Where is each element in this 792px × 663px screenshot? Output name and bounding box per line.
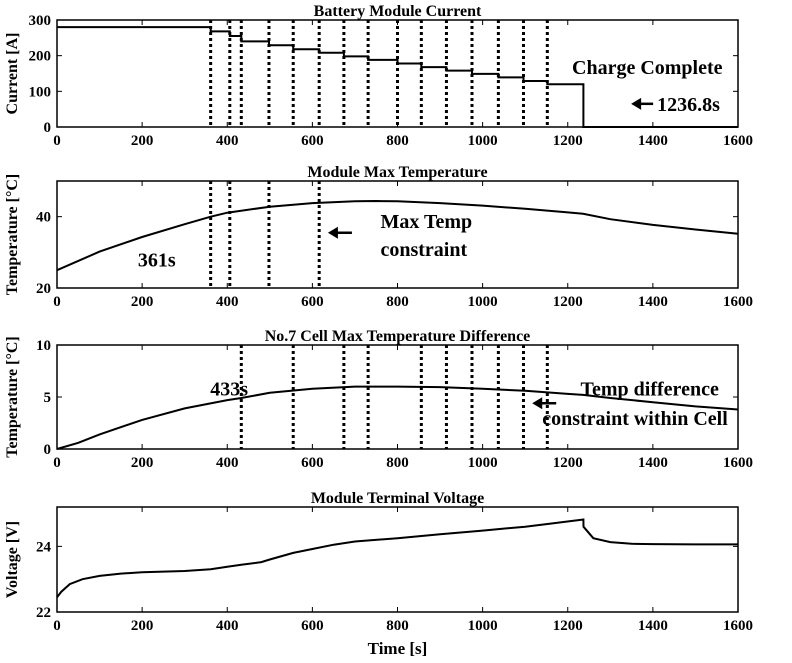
y-tick-label: 20 xyxy=(36,281,51,297)
y-tick-label: 100 xyxy=(29,84,52,100)
y-tick-label: 40 xyxy=(36,210,51,226)
chart-title: No.7 Cell Max Temperature Difference xyxy=(265,328,531,345)
annotation-label: constraint xyxy=(380,239,467,261)
x-tick-label: 1600 xyxy=(723,294,753,310)
x-tick-label: 400 xyxy=(216,294,239,310)
y-axis-label: Voltage [V] xyxy=(4,521,21,598)
annotation-label: Charge Complete xyxy=(572,57,723,79)
x-tick-label: 1600 xyxy=(723,455,753,471)
plot-area xyxy=(56,19,739,128)
chart-title: Module Max Temperature xyxy=(307,164,487,181)
series-line xyxy=(56,385,739,450)
x-tick-label: 0 xyxy=(53,455,61,471)
annotation-label: Temp difference xyxy=(581,379,719,401)
chart-panel-4: Module Terminal Voltage 0 200 400 600 800 1000… xyxy=(4,490,753,658)
y-axis-label: Temperature [°C] xyxy=(4,174,21,295)
annotation-label: Max Temp xyxy=(380,211,472,233)
x-tick-label: 200 xyxy=(131,618,154,634)
x-tick-label: 600 xyxy=(301,618,324,634)
y-tick-label: 200 xyxy=(29,49,52,65)
x-tick-label: 200 xyxy=(131,133,154,149)
plot-area xyxy=(56,180,739,289)
y-tick-label: 22 xyxy=(36,605,51,621)
x-tick-label: 200 xyxy=(131,455,154,471)
x-tick-label: 1000 xyxy=(468,294,498,310)
x-tick-label: 600 xyxy=(301,455,324,471)
x-tick-label: 400 xyxy=(216,133,239,149)
x-tick-label: 600 xyxy=(301,294,324,310)
x-tick-label: 1200 xyxy=(553,294,583,310)
annotation-arrowhead xyxy=(327,226,338,239)
x-tick-label: 1000 xyxy=(468,618,498,634)
chart-panel-2: Module Max Temperature 0 200 400 600 800 1000 1… xyxy=(4,164,753,310)
x-tick-label: 1600 xyxy=(723,133,753,149)
annotation-label: 1236.8s xyxy=(657,94,720,116)
y-tick-label: 10 xyxy=(36,338,51,354)
chart-panel-3: No.7 Cell Max Temperature Difference 0 200… xyxy=(4,328,753,471)
annotation-arrowhead xyxy=(631,97,642,110)
x-tick-label: 1400 xyxy=(638,618,668,634)
x-tick-label: 0 xyxy=(53,618,61,634)
annotation-label: constraint within Cell xyxy=(542,408,728,430)
x-tick-label: 1200 xyxy=(553,133,583,149)
x-tick-label: 1600 xyxy=(723,618,753,634)
x-tick-label: 400 xyxy=(216,618,239,634)
plot-area xyxy=(56,344,739,450)
x-tick-label: 800 xyxy=(386,133,409,149)
x-tick-label: 1400 xyxy=(638,133,668,149)
x-tick-label: 800 xyxy=(386,294,409,310)
x-tick-label: 0 xyxy=(53,133,61,149)
x-tick-label: 1000 xyxy=(468,455,498,471)
series-line xyxy=(56,199,739,272)
y-tick-label: 5 xyxy=(44,390,52,406)
y-axis-label: Temperature [°C] xyxy=(4,336,21,457)
y-tick-label: 300 xyxy=(29,13,52,29)
y-tick-label: 0 xyxy=(44,442,52,458)
x-tick-label: 800 xyxy=(386,618,409,634)
annotation-arrowhead xyxy=(532,397,543,410)
x-tick-label: 800 xyxy=(386,455,409,471)
annotation-label: 433s xyxy=(210,379,248,401)
series-line xyxy=(57,26,738,128)
x-tick-label: 400 xyxy=(216,455,239,471)
x-axis-label: Time [s] xyxy=(368,639,428,658)
y-tick-label: 0 xyxy=(44,120,52,136)
chart-title: Battery Module Current xyxy=(314,3,482,20)
x-tick-label: 1000 xyxy=(468,133,498,149)
x-tick-label: 1400 xyxy=(638,455,668,471)
series-line xyxy=(56,518,738,598)
x-tick-label: 0 xyxy=(53,294,61,310)
x-tick-label: 200 xyxy=(131,294,154,310)
y-tick-label: 24 xyxy=(36,539,52,555)
chart-title: Module Terminal Voltage xyxy=(311,490,484,507)
annotation-label: 361s xyxy=(138,249,176,271)
plot-area xyxy=(56,506,739,613)
x-tick-label: 1400 xyxy=(638,294,668,310)
x-tick-label: 600 xyxy=(301,133,324,149)
x-tick-label: 1200 xyxy=(553,455,583,471)
y-axis-label: Current [A] xyxy=(4,33,21,115)
x-tick-label: 1200 xyxy=(553,618,583,634)
